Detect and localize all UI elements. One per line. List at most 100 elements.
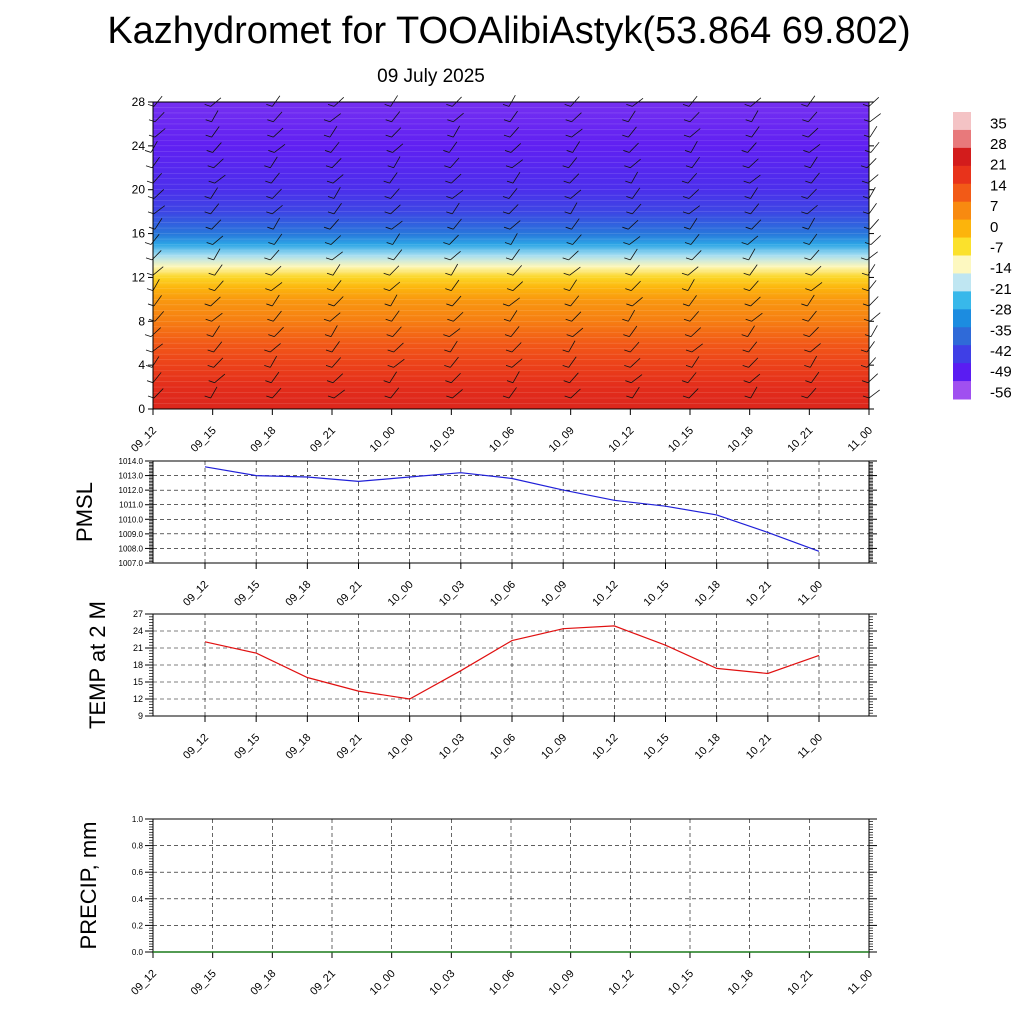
wind-barb-flag: [684, 334, 692, 338]
wind-barb: [807, 217, 816, 230]
wind-barb: [451, 279, 460, 291]
y-tick-label: 28: [132, 95, 146, 109]
wind-barb: [211, 312, 223, 322]
wind-barb: [329, 219, 340, 230]
x-tick-label: 09_18: [248, 968, 278, 998]
wind-barb-flag: [383, 180, 390, 184]
wind-barb: [869, 219, 880, 230]
y-tick-label: 0.8: [132, 842, 144, 851]
wind-barb: [689, 311, 700, 322]
wind-barb-flag: [563, 380, 570, 384]
wind-barb-flag: [264, 364, 271, 368]
wind-barb: [808, 127, 819, 138]
wind-barb: [214, 280, 224, 291]
wind-barb-flag: [446, 104, 453, 107]
y-tick-label: 16: [132, 227, 146, 241]
wind-barb: [811, 371, 820, 383]
wind-barb-flag: [385, 119, 392, 123]
wind-barb-flag: [681, 272, 689, 276]
wind-barb: [807, 387, 817, 399]
wind-barb-flag: [685, 257, 693, 261]
y-tick-label: 0.2: [132, 921, 144, 930]
wind-barb-flag: [502, 303, 510, 307]
colorbar-swatch: [953, 363, 971, 382]
wind-barb: [391, 220, 403, 230]
wind-barb-flag: [444, 364, 451, 368]
wind-barb: [449, 234, 459, 245]
wind-barb: [153, 189, 165, 199]
wind-barb-flag: [742, 349, 749, 353]
wind-barb-flag: [624, 165, 631, 169]
wind-barb-flag: [861, 288, 869, 291]
wind-barb-flag: [443, 150, 450, 153]
wind-barb-flag: [624, 349, 631, 353]
wind-barb-flag: [805, 380, 812, 384]
wind-barb-flag: [326, 272, 334, 276]
wind-barb-flag: [802, 119, 809, 123]
wind-barb-flag: [148, 318, 156, 322]
x-tick-label: 10_09: [547, 425, 577, 455]
wind-barb: [450, 263, 459, 276]
wind-barb: [390, 387, 400, 399]
wind-barb-flag: [384, 211, 391, 215]
colorbar-swatch: [953, 345, 971, 364]
wind-barb: [330, 325, 338, 337]
wind-barb-flag: [447, 119, 454, 123]
y-tick-label: 27: [133, 609, 143, 619]
wind-barb-flag: [562, 165, 569, 169]
wind-barb: [510, 326, 520, 337]
colorbar-label: 7: [990, 198, 998, 215]
x-tick-label: 11_00: [796, 579, 826, 609]
wind-barb-flag: [805, 180, 812, 184]
wind-barb-flag: [683, 134, 691, 138]
wind-barb-flag: [801, 395, 808, 399]
wind-barb-flag: [743, 180, 750, 184]
wind-barb: [331, 357, 342, 368]
wind-barb-flag: [204, 196, 211, 199]
wind-barb: [152, 372, 162, 383]
wind-barb-flag: [861, 380, 869, 384]
wind-barb: [688, 189, 700, 199]
wind-barb: [270, 249, 280, 261]
wind-barb: [508, 204, 519, 215]
wind-barb: [272, 95, 281, 107]
y-tick-label: 0.4: [132, 895, 144, 904]
wind-barb-flag: [145, 257, 153, 261]
y-tick-label: 1010.0: [119, 515, 144, 524]
wind-barb-flag: [802, 318, 809, 322]
wind-barb: [630, 171, 639, 184]
wind-barb-flag: [323, 119, 331, 123]
colorbar-swatch: [953, 309, 971, 328]
wind-barb-flag: [860, 165, 868, 169]
wind-barb: [688, 295, 697, 307]
wind-barb: [572, 141, 580, 153]
wind-barb-flag: [146, 288, 154, 291]
wind-barb: [331, 158, 342, 169]
y-tick-label: 15: [133, 677, 143, 687]
wind-barb-flag: [324, 150, 332, 153]
wind-barb-flag: [744, 211, 751, 215]
wind-barb: [509, 110, 518, 122]
x-tick-label: 10_21: [785, 425, 815, 455]
wind-barb-flag: [204, 303, 211, 307]
wind-barb-flag: [323, 318, 331, 322]
wind-barb: [751, 219, 762, 230]
wind-barb: [450, 356, 459, 368]
wind-barb: [630, 158, 641, 169]
wind-barb: [691, 156, 700, 169]
x-tick-label: 10_15: [666, 425, 696, 455]
wind-barb: [571, 218, 580, 230]
wind-barb-flag: [447, 318, 454, 322]
wind-barb: [453, 112, 464, 123]
colorbar-label: 28: [990, 136, 1007, 153]
precip-panel: 0.0 0.2 0.4 0.6 0.8 1.0 09_12 09_15 09_18 09_21 10…: [76, 815, 877, 998]
wind-barb-flag: [682, 395, 690, 399]
wind-barb: [214, 174, 226, 184]
wind-barb-flag: [564, 395, 571, 399]
wind-barb: [687, 372, 697, 383]
colorbar-label: -28: [990, 302, 1012, 319]
wind-barb: [508, 187, 518, 199]
wind-barb-flag: [744, 395, 751, 399]
x-tick-label: 09_21: [335, 732, 365, 762]
wind-barb: [333, 389, 345, 399]
